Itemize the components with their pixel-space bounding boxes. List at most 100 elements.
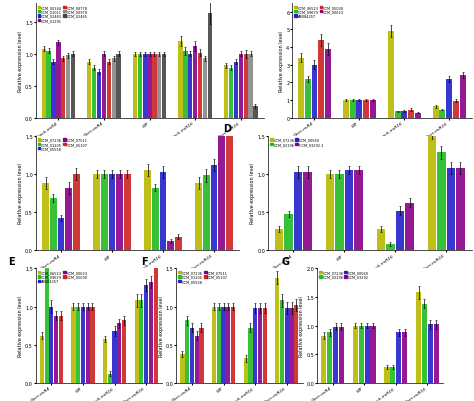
Text: F: F [141, 256, 147, 266]
Bar [244, 55, 248, 118]
Bar [439, 110, 446, 118]
Bar [102, 55, 106, 118]
Bar [226, 307, 230, 383]
Bar [416, 293, 421, 383]
Y-axis label: Relative expression level: Relative expression level [250, 163, 255, 224]
Bar [253, 308, 257, 383]
Bar [384, 367, 390, 383]
Text: B: B [253, 0, 260, 2]
Legend: CCM_00344, CCM_01011, CCM_02483, CCM_01291, CCM_08778, CCM_00979, CCM_02465: CCM_00344, CCM_01011, CCM_02483, CCM_012… [37, 6, 88, 23]
Bar [157, 55, 162, 118]
Bar [290, 308, 293, 383]
Bar [203, 176, 210, 251]
Bar [40, 336, 44, 383]
Bar [92, 69, 96, 118]
Bar [210, 165, 217, 251]
Bar [175, 237, 182, 251]
Bar [108, 374, 112, 383]
Bar [402, 333, 407, 383]
Bar [386, 245, 395, 251]
Bar [76, 307, 80, 383]
Bar [434, 325, 439, 383]
Bar [456, 168, 465, 251]
Bar [350, 101, 356, 118]
Bar [321, 336, 326, 383]
Bar [359, 326, 364, 383]
Bar [318, 41, 324, 118]
Bar [107, 63, 111, 118]
Bar [59, 316, 63, 383]
Bar [224, 66, 228, 118]
Bar [154, 252, 158, 383]
Bar [285, 308, 289, 383]
Legend: CCM_06523, CCM_09679, AB084257, CCM_00623, CCM_05030: CCM_06523, CCM_09679, AB084257, CCM_0062… [37, 270, 88, 284]
Bar [65, 188, 72, 251]
Bar [103, 339, 107, 383]
Bar [124, 174, 131, 251]
Bar [365, 326, 370, 383]
Bar [447, 168, 455, 251]
Bar [46, 52, 51, 118]
Bar [405, 203, 414, 251]
Bar [111, 59, 116, 118]
Bar [371, 326, 376, 383]
Bar [116, 174, 123, 251]
Bar [428, 130, 436, 251]
Bar [217, 307, 221, 383]
Bar [248, 328, 253, 383]
Legend: CCM_07236, CCM_02196, CCM_00560, CCM_03292 2: CCM_07236, CCM_02196, CCM_00560, CCM_032… [270, 138, 324, 147]
Y-axis label: Relative expression level: Relative expression level [18, 31, 23, 91]
Bar [218, 127, 225, 251]
Bar [101, 174, 108, 251]
Bar [460, 76, 465, 118]
Bar [73, 174, 80, 251]
Bar [86, 307, 90, 383]
Bar [396, 333, 401, 383]
Bar [401, 111, 407, 118]
Bar [335, 174, 344, 251]
Bar [81, 307, 85, 383]
Bar [298, 59, 304, 118]
Y-axis label: Relative expression level: Relative expression level [279, 31, 284, 91]
Bar [152, 55, 156, 118]
Legend: CCM_07236, CCM_02196, CCM_00560, CCM_03292: CCM_07236, CCM_02196, CCM_00560, CCM_032… [319, 270, 369, 279]
Text: E: E [8, 256, 14, 266]
Bar [97, 73, 101, 118]
Bar [178, 42, 182, 118]
Bar [144, 170, 151, 251]
Y-axis label: Relative expression level: Relative expression level [18, 296, 23, 356]
Bar [183, 52, 188, 118]
Bar [152, 188, 159, 251]
Bar [190, 328, 194, 383]
Bar [311, 65, 318, 118]
Bar [45, 255, 49, 383]
Bar [54, 316, 58, 383]
Bar [428, 325, 433, 383]
Bar [139, 301, 144, 383]
Bar [234, 63, 238, 118]
Bar [200, 328, 203, 383]
Bar [280, 301, 284, 383]
Bar [42, 184, 49, 251]
Bar [66, 56, 70, 118]
Legend: CCM_07236, CCM_01205, CCM_05558, CCM_07511, CCM_05107: CCM_07236, CCM_01205, CCM_05558, CCM_075… [37, 138, 88, 152]
Bar [339, 327, 344, 383]
Bar [56, 43, 61, 118]
Bar [258, 308, 262, 383]
Bar [390, 367, 395, 383]
Bar [167, 241, 174, 251]
Legend: CCM_07236, CCM_01205, CCM_05558, CCM_07511, CCM_05107: CCM_07236, CCM_01205, CCM_05558, CCM_075… [178, 270, 228, 284]
Bar [248, 55, 253, 118]
Bar [160, 173, 166, 251]
Bar [133, 55, 137, 118]
Bar [343, 101, 349, 118]
Bar [188, 55, 192, 118]
Bar [212, 307, 216, 383]
Bar [363, 101, 369, 118]
Bar [238, 55, 243, 118]
Bar [356, 101, 362, 118]
Bar [117, 55, 121, 118]
Bar [143, 55, 147, 118]
Bar [72, 307, 75, 383]
Bar [408, 110, 414, 118]
